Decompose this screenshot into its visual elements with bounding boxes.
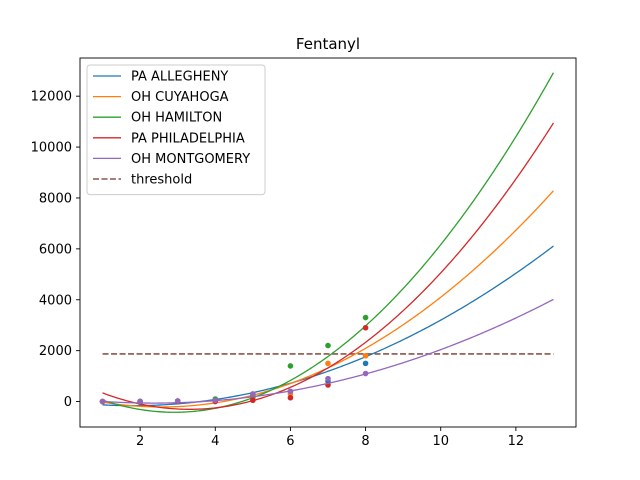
x-tick-label: 6 <box>286 434 294 449</box>
y-tick-label: 8000 <box>39 191 72 206</box>
legend-box <box>86 64 266 196</box>
plot-area <box>99 72 555 413</box>
x-tick-label: 12 <box>508 434 525 449</box>
y-tick-label: 4000 <box>39 293 72 308</box>
legend-label-pa-philadelphia: PA PHILADELPHIA <box>131 131 245 146</box>
x-tick-label: 8 <box>361 434 369 449</box>
y-tick-label: 10000 <box>31 141 72 156</box>
series-point-pa-allegheny <box>362 360 369 367</box>
series-point-oh-montgomery <box>212 397 219 404</box>
series-line-pa-philadelphia <box>102 122 554 410</box>
series-point-pa-philadelphia <box>250 397 256 404</box>
x-tick-label: 10 <box>432 434 449 449</box>
legend-label-threshold: threshold <box>131 173 192 188</box>
legend: PA ALLEGHENY OH CUYAHOGA OH HAMILTON PA PHI… <box>86 64 266 196</box>
series-point-oh-montgomery <box>137 398 143 405</box>
series-point-oh-cuyahoga <box>325 360 331 367</box>
legend-label-oh-cuyahoga: OH CUYAHOGA <box>131 90 229 105</box>
chart-title: Fentanyl <box>296 35 360 53</box>
x-tick-label: 4 <box>211 434 219 449</box>
series-point-oh-hamilton <box>362 314 369 321</box>
series-point-pa-philadelphia <box>362 324 369 331</box>
plot-clipped <box>99 72 555 413</box>
series-point-oh-montgomery <box>174 398 181 404</box>
series-point-oh-hamilton <box>287 363 294 369</box>
series-point-oh-montgomery <box>99 398 106 405</box>
x-tick-label: 2 <box>136 434 144 449</box>
axes: 2 4 6 8 10 12 0 2000 4000 6000 8000 10000 12000 <box>31 57 577 449</box>
series-point-oh-cuyahoga <box>362 352 369 359</box>
legend-label-pa-allegheny: PA ALLEGHENY <box>131 70 228 85</box>
series-point-oh-hamilton <box>325 342 331 349</box>
series-point-oh-montgomery <box>287 388 294 395</box>
legend-label-oh-montgomery: OH MONTGOMERY <box>131 152 250 167</box>
series-point-oh-montgomery <box>250 391 256 397</box>
series-point-pa-philadelphia <box>287 394 294 401</box>
y-tick-label: 0 <box>64 395 72 410</box>
series-line-oh-hamilton <box>102 72 555 413</box>
y-tick-label: 6000 <box>39 242 72 257</box>
series-point-oh-montgomery <box>362 370 369 377</box>
y-tick-label: 12000 <box>31 90 72 105</box>
y-tick-label: 2000 <box>39 344 72 359</box>
axes-frame <box>79 57 577 428</box>
legend-label-oh-hamilton: OH HAMILTON <box>131 111 222 126</box>
series-point-oh-montgomery <box>325 375 331 382</box>
